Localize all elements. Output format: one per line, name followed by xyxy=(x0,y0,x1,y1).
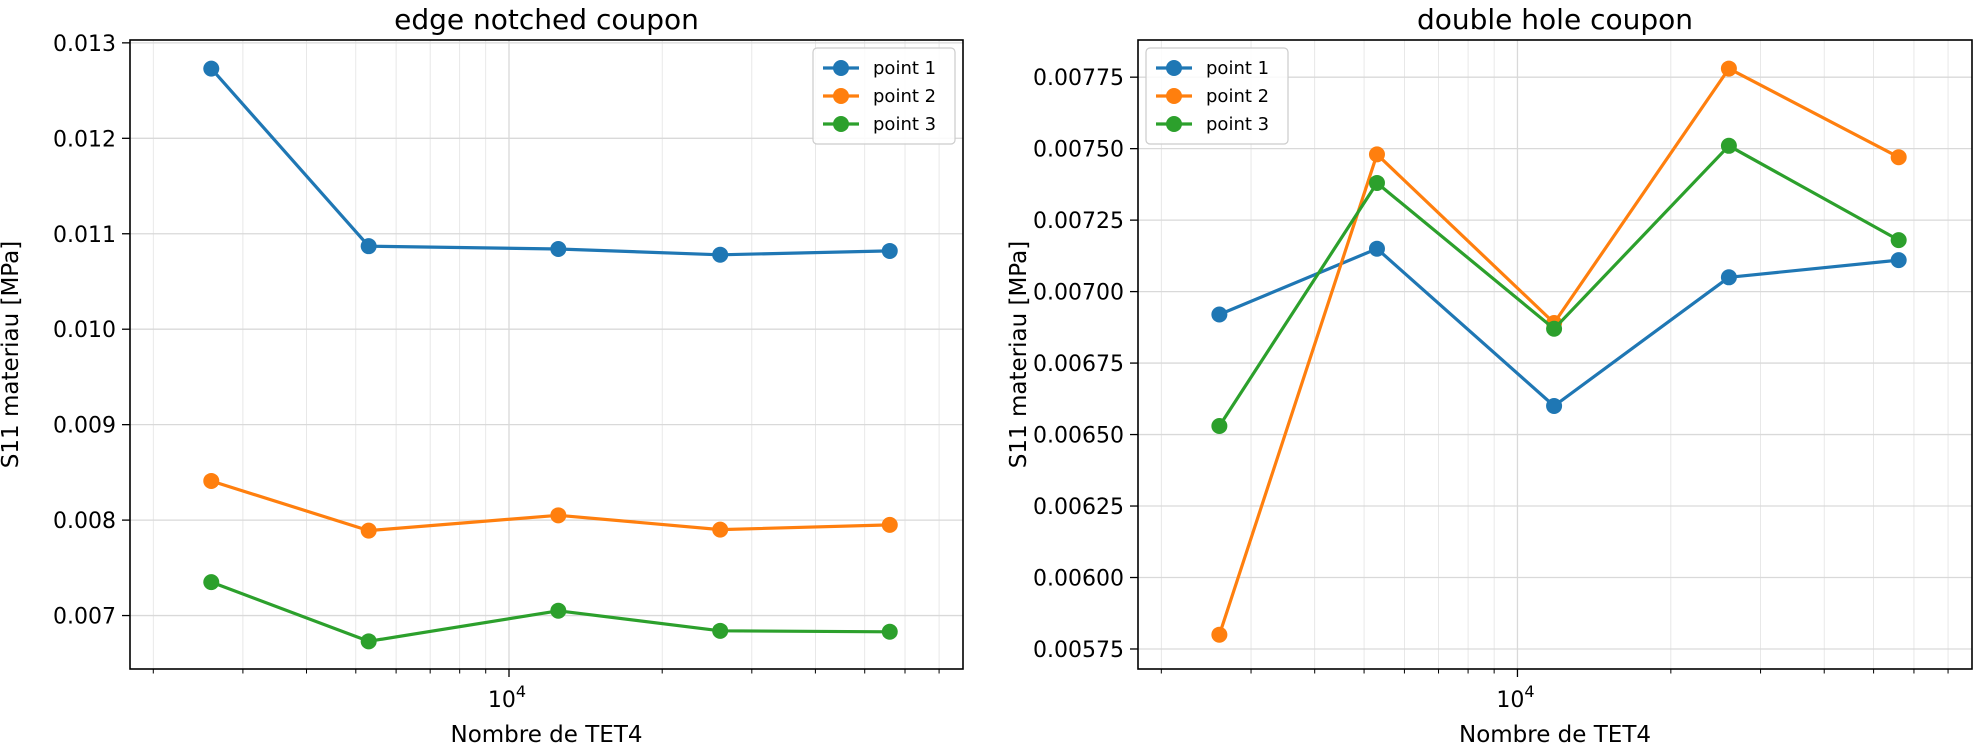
data-point xyxy=(1211,417,1228,434)
legend-marker xyxy=(1166,88,1182,104)
data-point xyxy=(712,521,729,538)
series-3 xyxy=(203,574,898,650)
data-point xyxy=(360,633,377,650)
data-point xyxy=(1890,232,1907,249)
legend-marker xyxy=(833,60,849,76)
data-point xyxy=(1546,397,1563,414)
x-tick-base: 10 xyxy=(488,688,516,713)
y-axis-label: S11 materiau [MPa] xyxy=(0,241,24,468)
y-tick-label: 0.00650 xyxy=(1033,424,1124,449)
y-tick-label: 0.012 xyxy=(53,127,116,152)
x-tick-label: 104 xyxy=(488,682,526,713)
data-point xyxy=(1368,240,1385,257)
series-line xyxy=(210,67,890,257)
legend-marker xyxy=(1166,60,1182,76)
y-tick-label: 0.00625 xyxy=(1033,495,1124,520)
data-point xyxy=(1368,174,1385,191)
legend-marker xyxy=(833,88,849,104)
y-tick-label: 0.010 xyxy=(53,318,116,343)
data-point xyxy=(1720,137,1737,154)
data-point xyxy=(712,246,729,263)
y-tick-label: 0.008 xyxy=(53,509,116,534)
data-point xyxy=(203,60,220,77)
y-tick-label: 0.00750 xyxy=(1033,138,1124,163)
y-tick-label: 0.009 xyxy=(53,414,116,439)
series-1 xyxy=(1211,240,1907,414)
legend: point 1 point 2 point 3 xyxy=(812,47,956,145)
chart-panel-2: 0.00575 0.00600 0.00625 0.00650 0.00675 0.007… xyxy=(1006,3,1973,748)
x-axis-label: Nombre de TET4 xyxy=(450,722,642,748)
y-tick-label: 0.00775 xyxy=(1033,66,1124,91)
chart-panel-1: 0.007 0.008 0.009 0.010 0.011 0.012 0.013 104 ed… xyxy=(0,3,964,748)
y-tick-label: 0.011 xyxy=(53,223,116,248)
chart-title: edge notched coupon xyxy=(394,3,699,36)
legend-label: point 2 xyxy=(873,86,936,107)
legend-entry: point 3 xyxy=(823,114,936,135)
legend-marker xyxy=(833,116,849,132)
axes-frame xyxy=(129,39,964,670)
series-3 xyxy=(1211,137,1907,434)
legend: point 1 point 2 point 3 xyxy=(1145,47,1289,145)
data-point xyxy=(550,507,567,524)
legend-entry: point 1 xyxy=(823,58,936,79)
chart-title: double hole coupon xyxy=(1417,3,1693,36)
data-point xyxy=(1546,320,1563,337)
legend-entry: point 2 xyxy=(1156,86,1269,107)
data-point xyxy=(203,472,220,489)
x-tick-label: 104 xyxy=(1496,682,1534,713)
data-point xyxy=(1720,60,1737,77)
legend-entry: point 3 xyxy=(1156,114,1269,135)
x-axis-label: Nombre de TET4 xyxy=(1459,722,1651,748)
data-point xyxy=(1211,626,1228,643)
legend-label: point 2 xyxy=(1206,86,1269,107)
series-line xyxy=(1218,144,1900,427)
data-point xyxy=(712,622,729,639)
x-tick-exponent: 4 xyxy=(516,682,526,701)
legend-label: point 1 xyxy=(1206,58,1269,79)
y-axis-label: S11 materiau [MPa] xyxy=(1006,241,1032,468)
legend-marker xyxy=(1166,116,1182,132)
series-2 xyxy=(1211,60,1907,643)
series-2 xyxy=(203,472,898,539)
data-point xyxy=(1211,306,1228,323)
legend-box xyxy=(812,47,956,145)
axes-frame xyxy=(1137,39,1973,670)
data-point xyxy=(881,516,898,533)
data-point xyxy=(550,602,567,619)
y-tick-label: 0.00700 xyxy=(1033,281,1124,306)
grid xyxy=(130,40,963,669)
y-tick-label: 0.00725 xyxy=(1033,209,1124,234)
legend-label: point 1 xyxy=(873,58,936,79)
data-point xyxy=(550,241,567,258)
data-point xyxy=(360,522,377,539)
y-tick-label: 0.00675 xyxy=(1033,352,1124,377)
legend-entry: point 1 xyxy=(1156,58,1269,79)
x-tick-base: 10 xyxy=(1496,688,1524,713)
data-point xyxy=(1890,252,1907,269)
data-point xyxy=(1890,149,1907,166)
data-point xyxy=(881,242,898,259)
series-1 xyxy=(203,60,898,263)
series-line xyxy=(1217,66,1900,636)
y-tick-label: 0.00575 xyxy=(1033,638,1124,663)
series-line xyxy=(210,479,890,533)
y-tick-label: 0.00600 xyxy=(1033,567,1124,592)
legend-label: point 3 xyxy=(1206,114,1269,135)
data-point xyxy=(360,238,377,255)
x-tick-exponent: 4 xyxy=(1524,682,1534,701)
y-tick-label: 0.013 xyxy=(53,32,116,57)
data-point xyxy=(881,623,898,640)
legend-box xyxy=(1145,47,1289,145)
legend-label: point 3 xyxy=(873,114,936,135)
data-point xyxy=(1720,269,1737,286)
legend-entry: point 2 xyxy=(823,86,936,107)
data-point xyxy=(1368,146,1385,163)
y-tick-label: 0.007 xyxy=(53,605,116,630)
data-point xyxy=(203,574,220,591)
